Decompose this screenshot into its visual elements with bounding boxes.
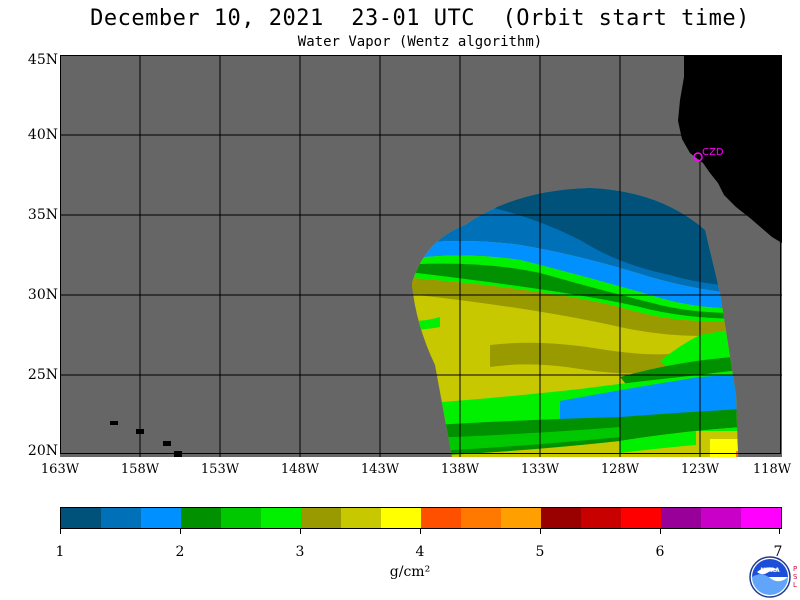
lon-label-138w: 138W [440,462,480,477]
colorbar-label-1: 1 [55,544,65,560]
colorbar-segment [221,508,261,528]
lon-label-123w: 123W [680,462,720,477]
station-marker [693,152,703,162]
colorbar-segment [101,508,141,528]
lon-label-143w: 143W [360,462,400,477]
water-vapor-map: CZD [60,55,782,457]
colorbar-label-3: 3 [295,544,305,560]
station-label: CZD [702,147,724,158]
colorbar-tick [300,528,301,534]
colorbar-label-2: 2 [175,544,185,560]
lat-label-20n: 20N [27,443,58,459]
colorbar-segment [261,508,301,528]
colorbar-tick [180,528,181,534]
colorbar-segment [541,508,581,528]
logo-text: NOAA [760,567,780,574]
colorbar-segment [701,508,741,528]
colorbar-label-4: 4 [415,544,425,560]
color-bar [60,507,782,529]
lon-label-158w: 158W [120,462,160,477]
colorbar-segment [301,508,341,528]
lat-label-30n: 30N [27,287,58,303]
lon-label-148w: 148W [280,462,320,477]
chart-title: December 10, 2021 23-01 UTC (Orbit start… [90,6,750,31]
colorbar-segment [461,508,501,528]
colorbar-segment [741,508,781,528]
lat-label-35n: 35N [27,207,58,223]
lat-label-45n: 45N [27,52,58,68]
land-mass [678,55,782,243]
colorbar-tick [660,528,661,534]
colorbar-tick [779,528,780,534]
colorbar-segment [141,508,181,528]
lon-label-133w: 133W [520,462,560,477]
colorbar-label-7: 7 [773,544,783,560]
colorbar-tick [60,528,61,534]
lon-label-153w: 153W [200,462,240,477]
lon-label-128w: 128W [600,462,640,477]
colorbar-segment [381,508,421,528]
map-border [60,55,781,454]
lat-label-25n: 25N [27,367,58,383]
colorbar-segment [621,508,661,528]
colorbar-segment [421,508,461,528]
colorbar-segment [661,508,701,528]
noaa-logo-icon: NOAA [749,556,791,598]
swath-data [412,188,738,457]
colorbar-label-5: 5 [535,544,545,560]
colorbar-tick [540,528,541,534]
lon-label-163w: 163W [40,462,80,477]
colorbar-segment [61,508,101,528]
colorbar-tick [420,528,421,534]
lon-label-118w: 118W [752,462,792,477]
chart-subtitle: Water Vapor (Wentz algorithm) [297,34,543,50]
lat-label-40n: 40N [27,127,58,143]
units-label: g/cm² [389,564,431,580]
colorbar-segment [181,508,221,528]
colorbar-segment [341,508,381,528]
graticule [60,55,782,457]
colorbar-label-6: 6 [655,544,665,560]
colorbar-segment [581,508,621,528]
colorbar-segment [501,508,541,528]
